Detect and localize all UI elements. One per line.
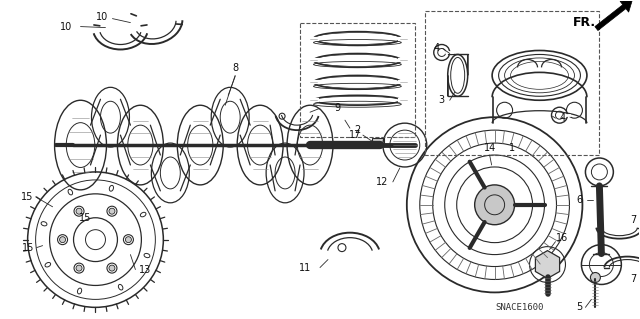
Text: 10: 10	[97, 11, 109, 22]
FancyArrow shape	[595, 1, 632, 31]
Text: 14: 14	[483, 143, 496, 153]
Circle shape	[125, 237, 131, 243]
Bar	[425, 11, 600, 155]
Text: 15: 15	[22, 192, 34, 202]
Text: 7: 7	[630, 215, 636, 225]
Bar	[300, 23, 415, 137]
Text: 9: 9	[334, 103, 340, 113]
Text: 10: 10	[60, 22, 73, 32]
Text: 11: 11	[299, 263, 311, 272]
Circle shape	[76, 265, 82, 271]
Text: 16: 16	[556, 233, 568, 243]
Text: 5: 5	[576, 302, 582, 312]
Bar	[372, 138, 384, 146]
Circle shape	[60, 237, 65, 243]
Circle shape	[109, 208, 115, 214]
Text: FR.: FR.	[573, 16, 596, 29]
Text: 12: 12	[376, 177, 388, 187]
Text: 13: 13	[140, 264, 152, 275]
Text: 4: 4	[559, 113, 566, 123]
Circle shape	[591, 272, 600, 282]
Text: 17: 17	[349, 130, 361, 140]
Text: 15: 15	[79, 213, 92, 223]
Text: 6: 6	[577, 195, 582, 205]
Text: 3: 3	[438, 95, 445, 105]
Text: SNACE1600: SNACE1600	[495, 303, 544, 312]
Text: 4: 4	[434, 43, 440, 54]
Text: 1: 1	[509, 143, 515, 153]
Circle shape	[109, 265, 115, 271]
Text: 7: 7	[630, 274, 636, 285]
Circle shape	[475, 185, 515, 225]
Text: 15: 15	[22, 243, 35, 253]
Circle shape	[76, 208, 82, 214]
Text: 8: 8	[232, 63, 238, 73]
Text: 2: 2	[354, 125, 360, 135]
